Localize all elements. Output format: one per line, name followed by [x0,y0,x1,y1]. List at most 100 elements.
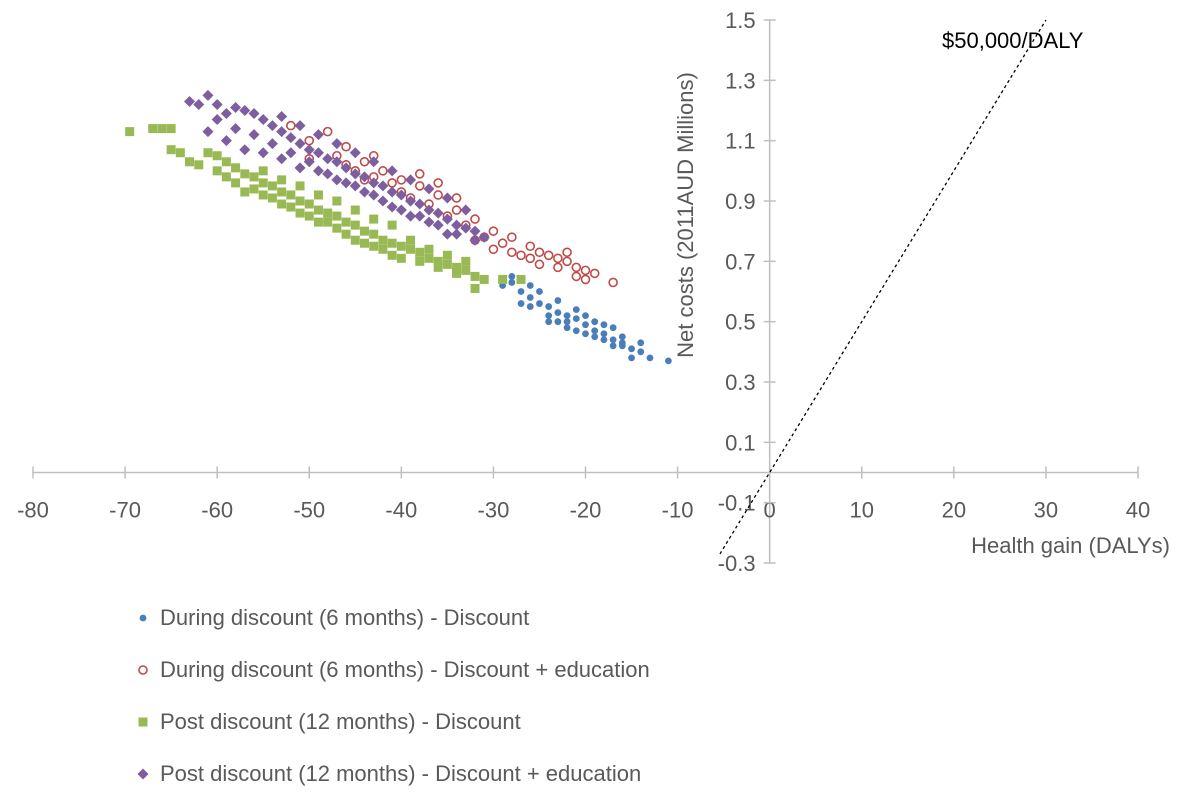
x-tick-label: 40 [1126,498,1150,523]
data-point [220,135,232,147]
data-point [442,259,452,269]
data-point [349,180,361,192]
data-point [479,274,489,284]
data-point [582,330,589,338]
data-point [303,144,315,156]
data-point [295,208,305,218]
data-point [441,228,453,240]
data-point [387,250,397,260]
data-point [166,145,176,155]
data-point [341,217,351,227]
data-point [441,192,453,204]
threshold-line [719,19,1047,555]
series-4-points [184,89,490,246]
data-point [360,226,369,236]
data-point [554,297,562,304]
data-point [331,174,343,186]
data-point [257,147,269,159]
data-point [312,147,324,159]
data-point [488,226,499,236]
x-tick-label: 0 [764,498,776,523]
data-point [395,204,407,216]
threshold-label: $50,000/DALY [942,28,1084,53]
data-point [184,95,196,107]
series-1-points [499,273,672,365]
data-point [534,259,545,270]
data-point [387,238,397,248]
data-point [248,129,260,141]
data-point [193,98,205,110]
data-point [508,279,516,286]
data-point [582,312,589,320]
data-point [240,169,250,179]
data-point [359,171,370,183]
data-point [378,235,388,245]
data-point [545,303,553,310]
data-point [194,160,204,170]
data-point [368,189,380,201]
data-point [580,265,591,276]
legend-item-4: Post discount (12 months) - Discount + e… [132,748,650,800]
y-tick-label: -0.1 [718,491,756,516]
data-point [414,210,426,222]
data-point [395,189,407,201]
data-point [340,177,352,189]
data-point [442,250,452,260]
data-point [377,195,389,207]
data-point [258,178,268,188]
data-point [460,204,472,216]
data-point [563,312,571,320]
data-point [386,165,398,177]
data-point [386,201,398,213]
data-point [507,232,517,242]
data-point [148,124,158,134]
data-point [572,327,580,335]
data-point [349,168,361,180]
data-point [378,166,388,176]
data-point [517,300,525,307]
x-ticks: -80 -70 -60 -50 -40 -30 -20 -10 0 10 20 30 40 [17,466,1150,523]
data-point [488,244,499,255]
data-point [341,141,351,152]
data-point [202,89,214,101]
data-point [350,220,360,230]
x-tick-label: -30 [478,498,510,523]
data-point [369,214,379,224]
legend-marker-shape [138,717,148,727]
data-point [637,339,645,347]
data-point [637,348,645,356]
data-point [461,265,471,275]
data-point [202,126,214,138]
data-point [350,205,360,215]
data-point [359,156,370,167]
data-point [572,315,580,323]
data-point [536,300,543,307]
data-point [331,138,343,150]
data-point [294,138,306,150]
data-point [286,190,296,200]
data-point [285,132,297,144]
data-point [554,309,562,317]
data-point [378,244,388,254]
data-point [386,186,398,198]
data-point [231,163,241,173]
data-point [554,318,562,326]
data-point [580,274,591,285]
x-tick-label: -70 [109,498,141,523]
data-point [424,244,434,254]
data-point [414,181,425,191]
data-point [608,277,618,288]
data-point [461,256,471,266]
data-point [359,186,370,198]
data-point [276,126,288,138]
data-point [600,330,608,338]
x-tick-label: -40 [385,498,417,523]
x-axis-title: Health gain (DALYs) [971,533,1170,558]
data-point [294,162,306,174]
legend-item-3: Post discount (12 months) - Discount [132,696,650,748]
data-point [543,250,554,261]
data-point [304,135,315,146]
data-point [212,151,222,161]
x-tick-label: -60 [201,498,233,523]
data-point [545,318,553,326]
